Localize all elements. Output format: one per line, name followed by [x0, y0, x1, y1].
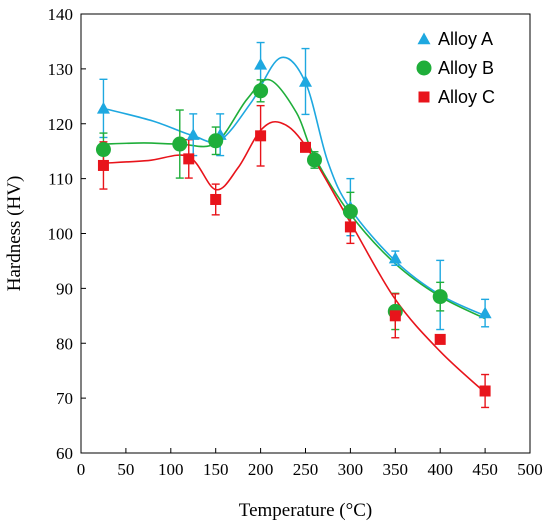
x-tick-label: 50 — [117, 460, 134, 479]
x-tick-label: 100 — [158, 460, 184, 479]
x-tick-label: 350 — [383, 460, 409, 479]
axis-ticks: 0 50 100 150 200 250 300 350 400 450 500 60 70 80 90 10… — [48, 5, 543, 479]
x-tick-label: 0 — [77, 460, 86, 479]
point-alloy-b — [432, 289, 448, 305]
x-tick-label: 200 — [248, 460, 274, 479]
legend-entry-alloy-b: Alloy B — [416, 58, 494, 78]
legend-entry-alloy-a: Alloy A — [417, 29, 493, 49]
point-alloy-a — [388, 251, 402, 264]
legend: Alloy A Alloy B Alloy C — [416, 29, 495, 107]
error-bars — [99, 41, 490, 409]
legend-marker-alloy-c — [418, 91, 430, 103]
point-alloy-c — [389, 310, 401, 322]
point-alloy-c — [344, 221, 356, 233]
point-alloy-b — [95, 142, 111, 158]
legend-marker-alloy-a — [417, 32, 431, 45]
point-alloy-c — [210, 193, 222, 205]
point-alloy-c — [255, 130, 267, 142]
data-markers — [95, 57, 492, 397]
legend-marker-alloy-b — [416, 60, 432, 76]
y-axis-title: Hardness (HV) — [4, 176, 25, 292]
point-alloy-c — [183, 153, 195, 165]
x-tick-label: 250 — [293, 460, 319, 479]
y-tick-label: 70 — [56, 389, 73, 408]
curve-alloy-b — [103, 78, 486, 320]
fit-curves — [103, 56, 486, 394]
point-alloy-b — [342, 204, 358, 220]
legend-label-alloy-a: Alloy A — [438, 29, 493, 49]
point-alloy-a — [478, 306, 492, 319]
x-tick-label: 400 — [427, 460, 453, 479]
point-alloy-b — [172, 136, 188, 152]
point-alloy-c — [434, 333, 446, 345]
legend-entry-alloy-c: Alloy C — [418, 87, 495, 107]
legend-label-alloy-c: Alloy C — [438, 87, 495, 107]
point-alloy-a — [299, 74, 312, 87]
y-tick-label: 100 — [48, 225, 74, 244]
y-tick-label: 130 — [48, 60, 74, 79]
y-tick-label: 60 — [56, 444, 73, 463]
point-alloy-b — [253, 83, 269, 99]
x-tick-label: 450 — [472, 460, 498, 479]
x-tick-label: 300 — [338, 460, 364, 479]
x-axis-title: Temperature (°C) — [239, 500, 372, 521]
point-alloy-b — [208, 133, 224, 149]
y-tick-label: 80 — [56, 334, 73, 353]
y-tick-label: 90 — [56, 279, 73, 298]
point-alloy-c — [300, 141, 311, 153]
x-tick-label: 500 — [517, 460, 543, 479]
point-alloy-b — [306, 152, 322, 168]
point-alloy-c — [97, 159, 109, 171]
point-alloy-a — [186, 128, 200, 140]
point-alloy-c — [479, 385, 491, 397]
legend-label-alloy-b: Alloy B — [438, 58, 494, 78]
x-tick-label: 150 — [203, 460, 229, 479]
point-alloy-a — [96, 101, 110, 114]
curve-alloy-c — [103, 120, 486, 394]
y-tick-label: 140 — [48, 5, 74, 24]
y-tick-label: 110 — [48, 170, 73, 189]
point-alloy-a — [254, 57, 268, 70]
y-tick-label: 120 — [48, 115, 74, 134]
